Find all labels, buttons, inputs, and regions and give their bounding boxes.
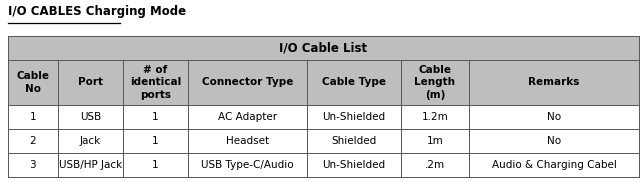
Text: .2m: .2m xyxy=(425,160,445,170)
Text: Headset: Headset xyxy=(226,136,269,146)
Text: 1: 1 xyxy=(152,136,159,146)
Text: Un-Shielded: Un-Shielded xyxy=(323,160,385,170)
Text: Connector Type: Connector Type xyxy=(202,77,293,87)
Text: 1: 1 xyxy=(152,160,159,170)
Text: USB/HP Jack: USB/HP Jack xyxy=(59,160,122,170)
Text: 1.2m: 1.2m xyxy=(422,112,449,122)
Text: Cable
No: Cable No xyxy=(17,71,49,94)
Text: I/O Cable List: I/O Cable List xyxy=(279,42,367,55)
Text: Jack: Jack xyxy=(80,136,101,146)
Text: 1: 1 xyxy=(152,112,159,122)
Text: 1: 1 xyxy=(29,112,36,122)
Text: No: No xyxy=(547,112,561,122)
Text: Shielded: Shielded xyxy=(332,136,376,146)
Text: Cable
Length
(m): Cable Length (m) xyxy=(415,65,456,100)
Text: # of
identical
ports: # of identical ports xyxy=(130,65,181,100)
Text: Un-Shielded: Un-Shielded xyxy=(323,112,385,122)
Text: Audio & Charging Cabel: Audio & Charging Cabel xyxy=(492,160,616,170)
Text: USB: USB xyxy=(80,112,101,122)
Text: No: No xyxy=(547,136,561,146)
Text: Remarks: Remarks xyxy=(528,77,580,87)
Text: Port: Port xyxy=(78,77,103,87)
Text: 1m: 1m xyxy=(427,136,444,146)
Text: USB Type-C/Audio: USB Type-C/Audio xyxy=(201,160,294,170)
Text: AC Adapter: AC Adapter xyxy=(218,112,277,122)
Text: 2: 2 xyxy=(29,136,36,146)
Text: Cable Type: Cable Type xyxy=(322,77,386,87)
Text: I/O CABLES Charging Mode: I/O CABLES Charging Mode xyxy=(8,5,186,18)
Text: 3: 3 xyxy=(29,160,36,170)
